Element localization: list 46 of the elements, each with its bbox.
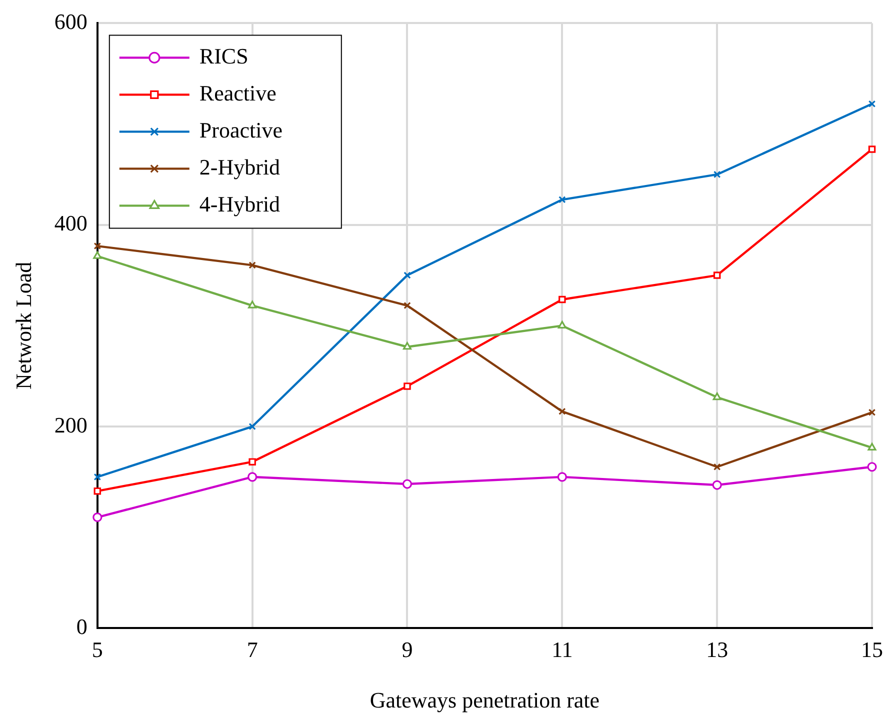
point <box>248 458 256 466</box>
x-tick-label: 5 <box>92 637 103 662</box>
point <box>713 170 721 178</box>
point <box>868 408 876 416</box>
point <box>558 296 566 304</box>
legend-label: RICS <box>199 43 248 68</box>
point <box>867 462 877 472</box>
y-tick-label: 400 <box>54 210 88 236</box>
point <box>404 382 411 390</box>
point <box>94 473 102 481</box>
x-tick-label: 9 <box>402 637 413 662</box>
point <box>402 479 412 489</box>
x-tick-label: 7 <box>246 637 258 662</box>
point <box>557 472 567 482</box>
point <box>868 442 876 451</box>
point <box>868 146 876 153</box>
point <box>713 272 721 279</box>
point <box>248 262 256 269</box>
point <box>558 196 566 204</box>
x-tick-label: 11 <box>552 637 573 662</box>
point <box>558 408 566 416</box>
y-tick-label: 600 <box>54 8 88 34</box>
point <box>558 320 566 328</box>
y-tick-label: 0 <box>76 614 88 639</box>
legend-label: Reactive <box>199 80 276 106</box>
legend-label: 2-Hybrid <box>199 154 280 180</box>
y-axis-title: Network Load <box>10 262 36 390</box>
legend-label: 4-Hybrid <box>199 191 280 216</box>
x-tick-label: 15 <box>861 637 883 662</box>
legend-label: Proactive <box>199 117 282 142</box>
point <box>868 100 876 108</box>
x-axis-title: Gateways penetration rate <box>370 688 600 713</box>
x-tick-label: 13 <box>706 637 728 662</box>
point <box>94 242 102 250</box>
point <box>712 480 722 490</box>
point <box>713 463 721 470</box>
point <box>248 422 256 430</box>
point <box>248 472 258 482</box>
point <box>404 272 411 279</box>
point <box>248 300 257 308</box>
point <box>92 512 102 522</box>
point <box>404 302 411 310</box>
point <box>712 392 722 400</box>
point <box>402 342 412 350</box>
y-tick-label: 200 <box>54 412 88 438</box>
point <box>94 487 102 495</box>
